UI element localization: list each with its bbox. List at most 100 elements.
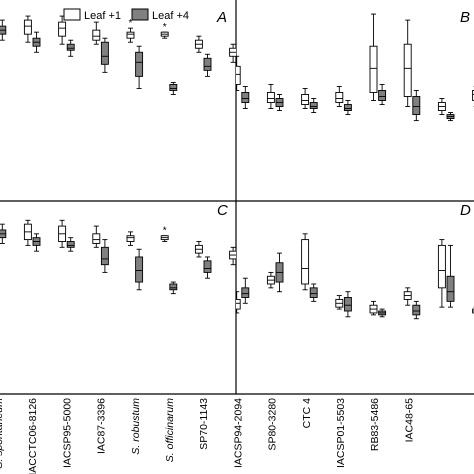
- boxes-layer: *************: [0, 13, 474, 320]
- category-label: S. officinarum: [164, 398, 176, 462]
- significance-star: *: [265, 237, 269, 248]
- box-d-1-leaf1: [266, 271, 275, 289]
- category-label: IACSP01-5503: [335, 398, 347, 468]
- box-body: [100, 41, 109, 65]
- box-body: [66, 241, 75, 248]
- box-body: [135, 51, 144, 77]
- significance-star: *: [129, 18, 133, 29]
- box-body: [241, 287, 250, 298]
- category-labels: S. spontaneum IACCTC06-8126 IACSP95-5000 IA…: [0, 398, 415, 474]
- significance-star: *: [334, 36, 338, 47]
- box-c-10-leaf4: [341, 263, 348, 275]
- box-body: [169, 83, 178, 91]
- box-body: [23, 19, 32, 35]
- box-a-9-leaf1: [298, 48, 305, 58]
- box-c-6-leaf1: [194, 241, 203, 258]
- box-body: [264, 249, 271, 253]
- box-body: [335, 92, 344, 103]
- panel-c: * * * *: [0, 219, 416, 305]
- box-a-8-leaf1: [264, 44, 271, 50]
- category-label: IACSP95-5000: [61, 398, 73, 468]
- panel-a: * ** * *: [0, 15, 348, 95]
- box-body: [126, 235, 135, 242]
- box-body: [378, 89, 387, 101]
- box-body: [241, 92, 250, 103]
- box-body: [401, 267, 408, 279]
- legend-swatch-leaf4: [131, 8, 149, 21]
- box-a-10-leaf4: [341, 62, 348, 72]
- box-c-8-leaf1: [264, 247, 271, 255]
- box-body: [341, 64, 348, 70]
- box-c-3-leaf1: [92, 225, 101, 248]
- significance-star: *: [334, 239, 338, 250]
- panel-d: **: [236, 233, 474, 320]
- box-body: [266, 92, 275, 103]
- panel-letter-a: A: [216, 9, 227, 26]
- box-b-5-leaf1: [403, 19, 412, 107]
- box-d-4-leaf1: [369, 300, 378, 316]
- box-a-5-leaf4: [169, 81, 178, 95]
- box-body: [307, 42, 314, 54]
- box-c-7-leaf4: [238, 263, 245, 280]
- box-a-3-leaf4: [100, 37, 109, 73]
- box-c-0-leaf4: [0, 223, 7, 244]
- box-body: [92, 233, 101, 244]
- box-b-3-leaf1: [335, 85, 344, 107]
- box-b-1-leaf4: [275, 94, 284, 112]
- box-c-3-leaf4: [100, 239, 109, 273]
- box-c-12-leaf4: [409, 270, 416, 305]
- box-body: [343, 104, 352, 111]
- box-body: [332, 253, 339, 259]
- box-body: [238, 267, 245, 277]
- box-a-4-leaf4: [135, 45, 144, 89]
- category-label: SP80-3280: [267, 398, 279, 451]
- box-d-6-leaf4: [446, 244, 455, 308]
- box-a-9-leaf4: [307, 38, 314, 58]
- box-b-3-leaf4: [343, 100, 352, 116]
- panel-letters: A B C D: [216, 9, 471, 219]
- box-body: [343, 297, 352, 312]
- box-body: [236, 65, 241, 85]
- box-a-2-leaf1: [58, 15, 67, 45]
- box-a-3-leaf1: [92, 21, 101, 45]
- box-body: [236, 298, 241, 310]
- box-d-0-leaf1: [236, 291, 241, 314]
- box-c-2-leaf4: [66, 237, 75, 252]
- box-d-3-leaf4: [343, 291, 352, 318]
- panel-letter-d: D: [460, 202, 471, 219]
- box-b-4-leaf1: [369, 13, 378, 101]
- box-c-5-leaf1: [160, 235, 169, 242]
- box-c-10-leaf1: [332, 249, 339, 263]
- box-body: [203, 57, 212, 71]
- box-body: [298, 52, 305, 56]
- panel-b: **: [236, 13, 474, 122]
- box-c-2-leaf1: [58, 219, 67, 248]
- category-label: CTC 4: [301, 398, 313, 428]
- panel-letter-b: B: [460, 9, 470, 26]
- box-c-1-leaf1: [23, 219, 32, 246]
- box-body: [135, 256, 144, 283]
- box-body: [58, 21, 67, 37]
- category-label: IAC87-3396: [96, 398, 108, 454]
- box-b-5-leaf4: [412, 89, 421, 122]
- significance-star: *: [368, 241, 372, 252]
- box-body: [437, 244, 446, 289]
- box-a-4-leaf1: [126, 27, 135, 43]
- significance-star: *: [163, 22, 167, 33]
- box-body: [100, 246, 109, 266]
- box-body: [375, 272, 382, 276]
- box-c-6-leaf4: [203, 256, 212, 279]
- box-b-0-leaf4: [241, 85, 250, 109]
- box-b-4-leaf4: [378, 83, 387, 105]
- box-b-2-leaf1: [301, 87, 310, 109]
- box-d-5-leaf1: [403, 287, 412, 306]
- box-a-5-leaf1: [160, 31, 169, 39]
- box-c-5-leaf4: [169, 281, 178, 295]
- box-body: [264, 46, 271, 48]
- box-d-2-leaf4: [309, 283, 318, 302]
- box-a-6-leaf4: [203, 53, 212, 77]
- box-d-2-leaf1: [301, 233, 310, 291]
- box-a-6-leaf1: [194, 35, 203, 53]
- box-a-8-leaf4: [272, 80, 279, 92]
